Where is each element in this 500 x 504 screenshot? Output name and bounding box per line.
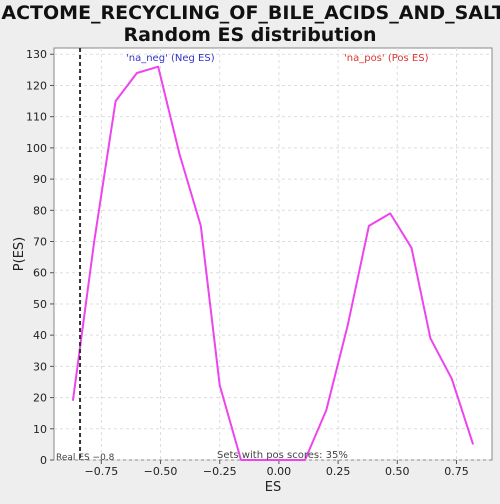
y-tick-label: 120: [26, 79, 47, 92]
x-axis-label: ES: [265, 480, 281, 495]
y-tick-label: 80: [33, 204, 47, 217]
chart-title-line1: REACTOME_RECYCLING_OF_BILE_ACIDS_AND_SAL…: [0, 2, 500, 24]
y-tick-label: 40: [33, 329, 47, 342]
x-tick-label: 0.00: [267, 465, 292, 478]
y-tick-label: 20: [33, 392, 47, 405]
y-tick-label: 90: [33, 173, 47, 186]
y-tick-label: 50: [33, 298, 47, 311]
sets-pos-scores-annotation: Sets with pos scores: 35%: [217, 450, 348, 461]
x-tick-label: −0.25: [203, 465, 237, 478]
y-tick-label: 10: [33, 423, 47, 436]
y-tick-label: 70: [33, 236, 47, 249]
x-axis-ticks: −0.75 −0.50 −0.25 0.00 0.25 0.50 0.75: [84, 460, 468, 478]
neg-es-annotation: 'na_neg' (Neg ES): [126, 53, 215, 64]
y-tick-label: 0: [40, 454, 47, 467]
y-axis-label: P(ES): [12, 237, 27, 271]
x-tick-label: 0.75: [444, 465, 469, 478]
y-axis-ticks: 0 10 20 30 40 50 60 70 80 90 100 110 120 130: [26, 48, 54, 467]
chart-title-line2: Random ES distribution: [123, 24, 376, 46]
real-es-annotation: Real ES −0.8: [56, 453, 115, 463]
x-tick-label: −0.75: [84, 465, 118, 478]
y-tick-label: 110: [26, 111, 47, 124]
x-tick-label: 0.50: [385, 465, 410, 478]
x-tick-label: 0.25: [326, 465, 351, 478]
y-tick-label: 130: [26, 48, 47, 61]
y-tick-label: 100: [26, 142, 47, 155]
x-tick-label: −0.50: [144, 465, 178, 478]
pos-es-annotation: 'na_pos' (Pos ES): [344, 53, 429, 64]
plot-area: [54, 48, 492, 460]
y-tick-label: 30: [33, 360, 47, 373]
y-tick-label: 60: [33, 267, 47, 280]
